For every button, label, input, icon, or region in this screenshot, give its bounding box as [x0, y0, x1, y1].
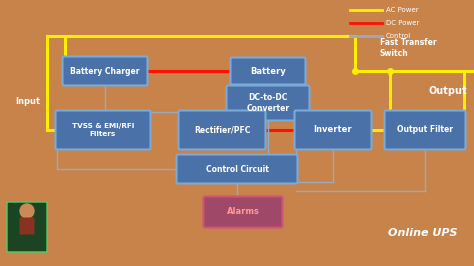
- FancyBboxPatch shape: [19, 218, 35, 235]
- Text: Control: Control: [386, 33, 411, 39]
- Text: Output Filter: Output Filter: [397, 126, 453, 135]
- Text: DC Power: DC Power: [386, 20, 419, 26]
- FancyBboxPatch shape: [176, 155, 298, 184]
- FancyBboxPatch shape: [179, 110, 265, 149]
- FancyBboxPatch shape: [230, 57, 306, 85]
- Circle shape: [20, 204, 34, 218]
- Text: Input: Input: [16, 97, 41, 106]
- Text: TVSS & EMI/RFI
Filters: TVSS & EMI/RFI Filters: [72, 123, 134, 137]
- Text: Online UPS: Online UPS: [389, 228, 458, 238]
- FancyBboxPatch shape: [227, 85, 310, 120]
- Text: AC Power: AC Power: [386, 7, 419, 13]
- FancyBboxPatch shape: [7, 202, 47, 252]
- Text: Battery Charger: Battery Charger: [70, 66, 140, 76]
- FancyBboxPatch shape: [63, 56, 147, 85]
- FancyBboxPatch shape: [203, 197, 283, 227]
- Text: Battery: Battery: [250, 66, 286, 76]
- FancyBboxPatch shape: [384, 110, 465, 149]
- Text: Inverter: Inverter: [314, 126, 352, 135]
- Text: Fast Transfer
Switch: Fast Transfer Switch: [380, 38, 437, 59]
- Text: DC-to-DC
Converter: DC-to-DC Converter: [246, 93, 290, 113]
- Text: Alarms: Alarms: [227, 207, 259, 217]
- FancyBboxPatch shape: [55, 110, 151, 149]
- Text: Output: Output: [428, 86, 467, 96]
- Text: Rectifier/PFC: Rectifier/PFC: [194, 126, 250, 135]
- Text: Control Circuit: Control Circuit: [206, 164, 268, 173]
- FancyBboxPatch shape: [294, 110, 372, 149]
